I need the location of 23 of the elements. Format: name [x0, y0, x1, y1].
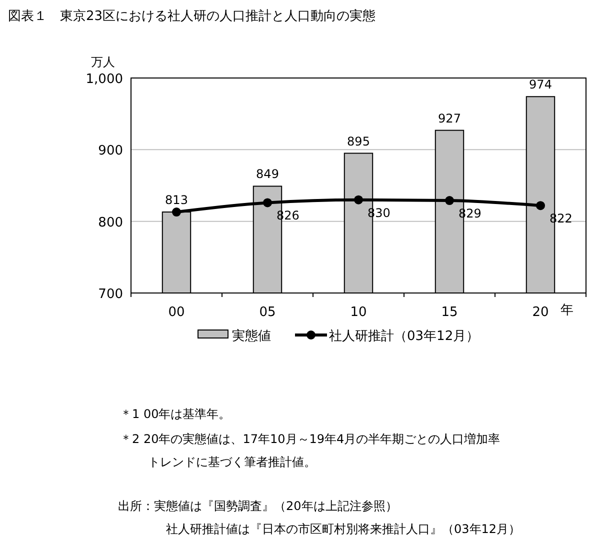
x-tick-label: 00 — [168, 305, 185, 320]
data-label: 927 — [438, 111, 461, 126]
text: ＊2 20年の実態値は、17年10月～19年4月の半年期ごとの人口増加率トレンドに基づく筆者推計値。 — [120, 432, 500, 469]
y-tick-label: 700 — [98, 287, 123, 302]
y-tick-label: 900 — [98, 144, 123, 159]
y-tick-label: 800 — [98, 215, 123, 230]
legend-label: 実態値 — [232, 328, 271, 344]
y-tick-label: 1,000 — [86, 72, 123, 87]
data-label: 849 — [256, 167, 279, 182]
legend-label: 社人研推計（03年12月） — [329, 329, 480, 344]
chart-title: 図表１ 東京23区における社人研の人口推計と人口動向の実態 — [8, 8, 376, 24]
data-label: 895 — [347, 134, 370, 148]
x-axis-title: 年 — [560, 303, 574, 318]
text: 社人研推計値は『日本の市区町村別将来推計人口』（03年12月） — [166, 522, 521, 536]
x-tick-label: 05 — [259, 305, 276, 320]
x-tick-label: 15 — [441, 305, 458, 320]
data-label: 813 — [165, 193, 188, 208]
data-label: 974 — [529, 78, 552, 92]
x-tick-label: 20 — [532, 305, 549, 320]
y-axis-title: 万人 — [91, 55, 115, 69]
text: ＊1 00年は基準年。 — [120, 407, 231, 421]
text: 出所：実態値は『国勢調査』（20年は上記注参照） — [118, 499, 398, 513]
x-tick-label: 10 — [350, 305, 367, 320]
